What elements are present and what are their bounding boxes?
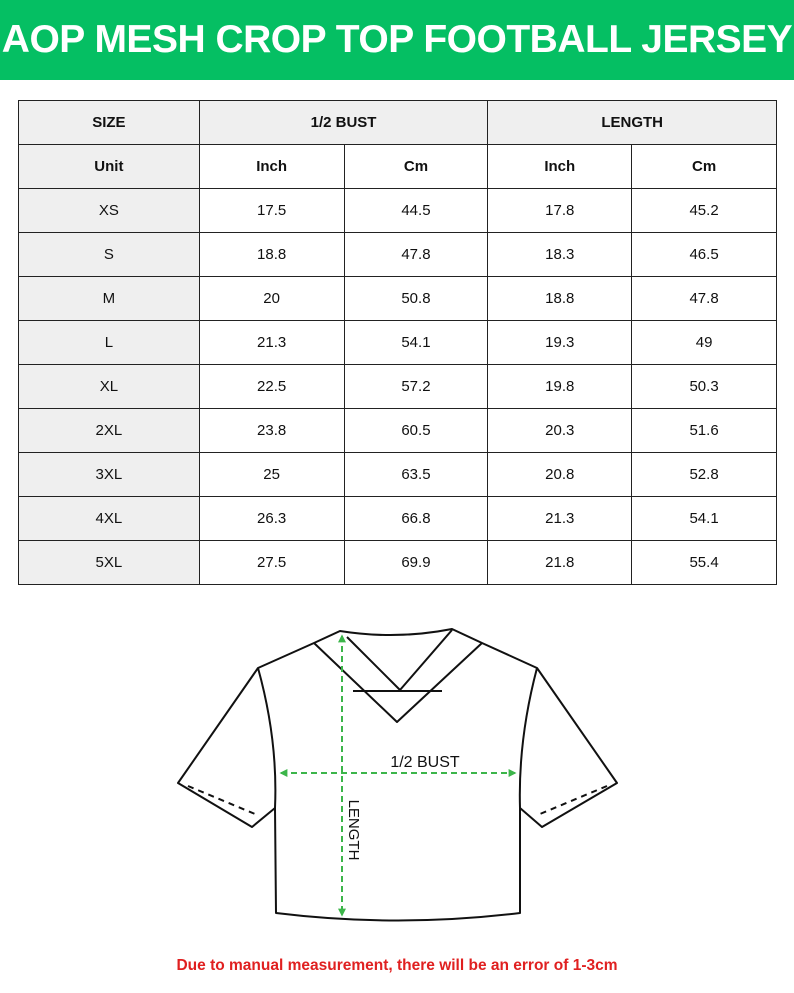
table-row: L 21.3 54.1 19.3 49 xyxy=(18,320,777,365)
value-cell: 46.5 xyxy=(631,232,777,277)
size-cell: 3XL xyxy=(18,452,200,497)
value-cell: 25 xyxy=(198,452,345,497)
header-length: LENGTH xyxy=(487,100,777,145)
value-cell: 21.3 xyxy=(198,320,345,365)
value-cell: 69.9 xyxy=(343,540,489,585)
value-cell: 27.5 xyxy=(198,540,345,585)
title-banner: AOP MESH CROP TOP FOOTBALL JERSEY xyxy=(0,0,794,80)
unit-length-inch: Inch xyxy=(487,144,633,189)
unit-length-cm: Cm xyxy=(631,144,777,189)
size-cell: M xyxy=(18,276,200,321)
value-cell: 57.2 xyxy=(343,364,489,409)
value-cell: 44.5 xyxy=(343,188,489,233)
header-bust: 1/2 BUST xyxy=(198,100,489,145)
size-cell: 4XL xyxy=(18,496,200,541)
value-cell: 20.3 xyxy=(487,408,633,453)
table-row: M 20 50.8 18.8 47.8 xyxy=(18,276,777,321)
value-cell: 18.8 xyxy=(198,232,345,277)
bust-label: 1/2 BUST xyxy=(390,754,460,771)
value-cell: 63.5 xyxy=(343,452,489,497)
size-cell: XS xyxy=(18,188,200,233)
value-cell: 52.8 xyxy=(631,452,777,497)
value-cell: 21.3 xyxy=(487,496,633,541)
unit-bust-inch: Inch xyxy=(198,144,345,189)
value-cell: 21.8 xyxy=(487,540,633,585)
jersey-outline xyxy=(177,628,618,922)
value-cell: 17.5 xyxy=(198,188,345,233)
size-cell: 2XL xyxy=(18,408,200,453)
length-label: LENGTH xyxy=(345,800,362,861)
size-cell: L xyxy=(18,320,200,365)
value-cell: 66.8 xyxy=(343,496,489,541)
unit-row: Unit Inch Cm Inch Cm xyxy=(18,144,777,189)
value-cell: 23.8 xyxy=(198,408,345,453)
page-title: AOP MESH CROP TOP FOOTBALL JERSEY xyxy=(1,18,793,61)
table-row: 3XL 25 63.5 20.8 52.8 xyxy=(18,452,777,497)
value-cell: 20.8 xyxy=(487,452,633,497)
measurement-disclaimer: Due to manual measurement, there will be… xyxy=(176,957,618,974)
size-cell: 5XL xyxy=(18,540,200,585)
header-size: SIZE xyxy=(18,100,200,145)
size-cell: XL xyxy=(18,364,200,409)
value-cell: 50.8 xyxy=(343,276,489,321)
table-row: 5XL 27.5 69.9 21.8 55.4 xyxy=(18,540,777,585)
measure-arrows xyxy=(279,634,517,917)
unit-label: Unit xyxy=(18,144,200,189)
table-row: 2XL 23.8 60.5 20.3 51.6 xyxy=(18,408,777,453)
value-cell: 45.2 xyxy=(631,188,777,233)
unit-bust-cm: Cm xyxy=(343,144,489,189)
size-chart-table: SIZE 1/2 BUST LENGTH Unit Inch Cm Inch C… xyxy=(18,100,777,585)
table-row: XL 22.5 57.2 19.8 50.3 xyxy=(18,364,777,409)
value-cell: 55.4 xyxy=(631,540,777,585)
value-cell: 60.5 xyxy=(343,408,489,453)
table-row: XS 17.5 44.5 17.8 45.2 xyxy=(18,188,777,233)
header-row: SIZE 1/2 BUST LENGTH xyxy=(18,100,777,145)
size-cell: S xyxy=(18,232,200,277)
